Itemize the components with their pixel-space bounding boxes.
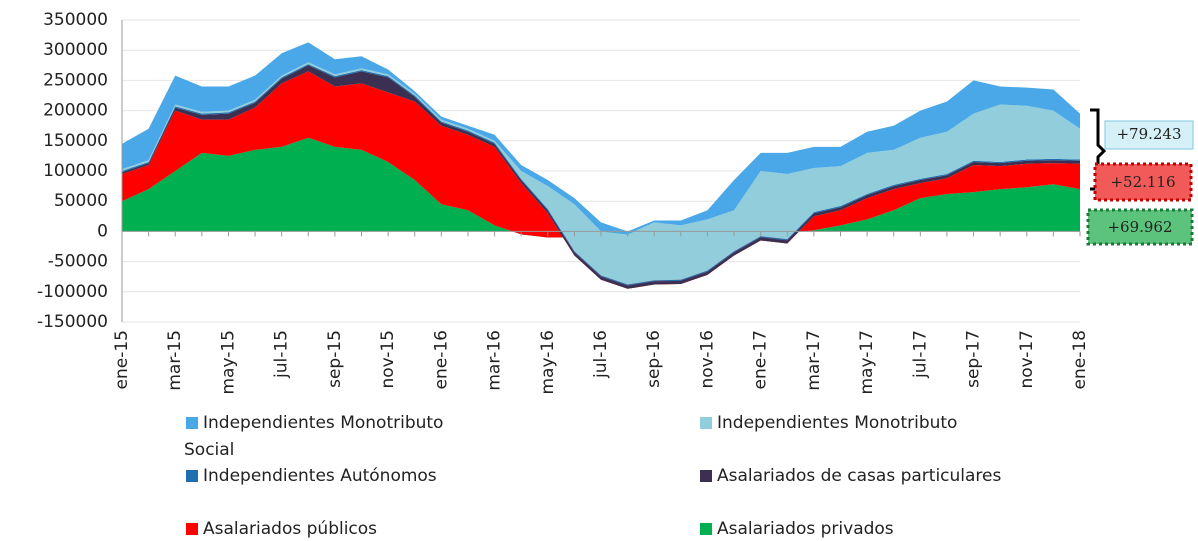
- legend-label: Independientes Monotributo Social: [184, 413, 443, 460]
- x-tick-label: ene-18: [1070, 330, 1090, 389]
- y-tick-label: 0: [97, 221, 108, 241]
- annotation: +79.243: [1116, 125, 1181, 143]
- x-tick-label: may-17: [857, 330, 877, 395]
- y-tick-label: 350000: [43, 10, 108, 30]
- legend-label-line: Social: [184, 440, 234, 460]
- legend-swatch: [700, 470, 712, 482]
- annotation: +52.116: [1110, 173, 1175, 191]
- legend-label: Asalariados públicos: [203, 519, 377, 539]
- y-tick-label: 200000: [43, 101, 108, 121]
- x-tick-label: mar-16: [485, 330, 505, 391]
- y-tick-label: 250000: [43, 70, 108, 90]
- x-tick-label: ene-16: [431, 330, 451, 389]
- x-tick-label: mar-15: [165, 330, 185, 391]
- legend-swatch: [186, 523, 198, 535]
- x-tick-label: sep-16: [644, 330, 664, 388]
- legend-label: Asalariados privados: [717, 519, 894, 539]
- x-tick-label: nov-16: [697, 330, 717, 389]
- legend-label: Independientes Autónomos: [203, 466, 437, 486]
- x-tick-label: jul-16: [591, 330, 611, 379]
- legend-swatch: [700, 417, 712, 429]
- annotation: +69.962: [1107, 218, 1172, 236]
- legend-label-line: Independientes Monotributo: [203, 413, 443, 433]
- y-tick-label: 150000: [43, 131, 108, 151]
- y-tick-label: 300000: [43, 40, 108, 60]
- area: [122, 137, 1080, 238]
- x-tick-label: may-15: [218, 330, 238, 395]
- y-tick-label: 100000: [43, 161, 108, 181]
- y-tick-label: 50000: [54, 191, 108, 211]
- y-tick-label: -150000: [37, 312, 108, 332]
- annotation-box: [1093, 162, 1193, 202]
- legend-swatch: [700, 523, 712, 535]
- area: [122, 62, 1080, 285]
- legend-swatch: [186, 470, 198, 482]
- x-tick-label: jul-15: [272, 330, 292, 379]
- annotation-box: [1104, 120, 1194, 150]
- x-tick-label: sep-15: [325, 330, 345, 388]
- x-tick-label: ene-15: [112, 330, 132, 389]
- y-tick-label: -100000: [37, 282, 108, 302]
- area: [122, 42, 1080, 235]
- x-tick-label: jul-17: [910, 330, 930, 379]
- x-tick-label: mar-17: [804, 330, 824, 391]
- plot: [122, 19, 1080, 323]
- x-tick-label: sep-17: [964, 330, 984, 388]
- y-tick-label: -50000: [48, 252, 108, 272]
- x-tick-label: may-16: [538, 330, 558, 395]
- x-tick-label: nov-15: [378, 330, 398, 389]
- legend-label: Asalariados de casas particulares: [717, 466, 1002, 486]
- annotations: +79.243 +52.116 +69.962: [1086, 108, 1194, 246]
- x-tick-label: ene-17: [751, 330, 771, 389]
- legend-swatch: [186, 417, 198, 429]
- x-tick-label: nov-17: [1017, 330, 1037, 389]
- area: [122, 71, 1080, 289]
- legend-label: Independientes Monotributo: [717, 413, 957, 433]
- annotation-box: [1086, 208, 1194, 246]
